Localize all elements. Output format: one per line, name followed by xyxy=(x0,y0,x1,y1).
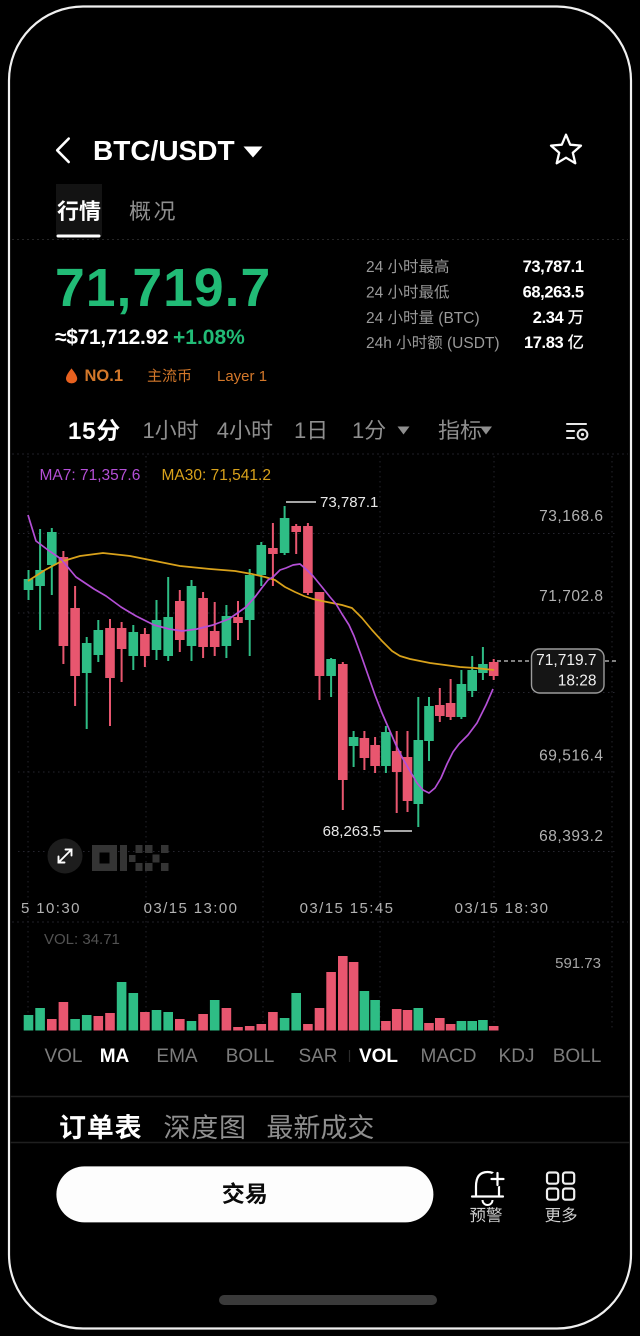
svg-text:1: 1 xyxy=(143,418,155,443)
svg-text:18:28: 18:28 xyxy=(558,673,597,690)
svg-text:24: 24 xyxy=(366,285,388,302)
svg-text:≈$71,712.92: ≈$71,712.92 xyxy=(55,326,168,349)
svg-text:69,516.4: 69,516.4 xyxy=(539,748,603,765)
svg-text:BOLL: BOLL xyxy=(226,1046,275,1067)
svg-text:BOLL: BOLL xyxy=(553,1046,602,1067)
svg-text:17.83: 17.83 xyxy=(524,334,567,352)
svg-text:VOL: 34.71: VOL: 34.71 xyxy=(44,931,120,948)
svg-text:EMA: EMA xyxy=(156,1046,198,1067)
svg-text:24: 24 xyxy=(366,259,388,276)
svg-text:24h: 24h xyxy=(366,335,396,352)
svg-text:NO.1: NO.1 xyxy=(85,367,124,385)
svg-text:03/15 13:00: 03/15 13:00 xyxy=(144,900,239,917)
svg-text:BTC/USDT: BTC/USDT xyxy=(93,135,235,166)
svg-text:MA: MA xyxy=(100,1046,130,1067)
svg-text:(BTC): (BTC) xyxy=(434,310,480,327)
svg-text:24: 24 xyxy=(366,310,388,327)
svg-text:2.34: 2.34 xyxy=(533,309,568,327)
svg-text:1: 1 xyxy=(352,418,364,443)
svg-text:71,719.7: 71,719.7 xyxy=(55,259,271,318)
svg-text:03/15 18:30: 03/15 18:30 xyxy=(455,900,550,917)
svg-text:73,787.1: 73,787.1 xyxy=(320,494,378,511)
svg-text:591.73: 591.73 xyxy=(555,955,601,972)
svg-text:68,263.5: 68,263.5 xyxy=(523,284,584,302)
svg-text:+1.08%: +1.08% xyxy=(173,326,245,349)
svg-text:MA7: 71,357.6: MA7: 71,357.6 xyxy=(40,467,141,484)
svg-text:MA30: 71,541.2: MA30: 71,541.2 xyxy=(162,467,271,484)
svg-text:71,719.7: 71,719.7 xyxy=(536,652,596,669)
svg-text:73,787.1: 73,787.1 xyxy=(523,258,584,276)
svg-text:71,702.8: 71,702.8 xyxy=(539,588,603,605)
svg-text:1: 1 xyxy=(294,418,306,443)
svg-text:MACD: MACD xyxy=(421,1046,477,1067)
svg-text:VOL: VOL xyxy=(44,1046,82,1067)
svg-text:03/15 15:45: 03/15 15:45 xyxy=(300,900,395,917)
svg-text:4: 4 xyxy=(217,418,229,443)
svg-text:5 10:30: 5 10:30 xyxy=(21,900,81,917)
svg-text:VOL: VOL xyxy=(359,1046,398,1067)
svg-text:KDJ: KDJ xyxy=(499,1046,535,1067)
svg-text:68,393.2: 68,393.2 xyxy=(539,828,603,845)
svg-text:SAR: SAR xyxy=(298,1046,337,1067)
svg-text:Layer 1: Layer 1 xyxy=(217,368,267,385)
svg-text:15: 15 xyxy=(68,418,96,445)
svg-text:(USDT): (USDT) xyxy=(443,335,500,352)
svg-text:68,263.5: 68,263.5 xyxy=(323,823,381,840)
svg-text:73,168.6: 73,168.6 xyxy=(539,508,603,525)
